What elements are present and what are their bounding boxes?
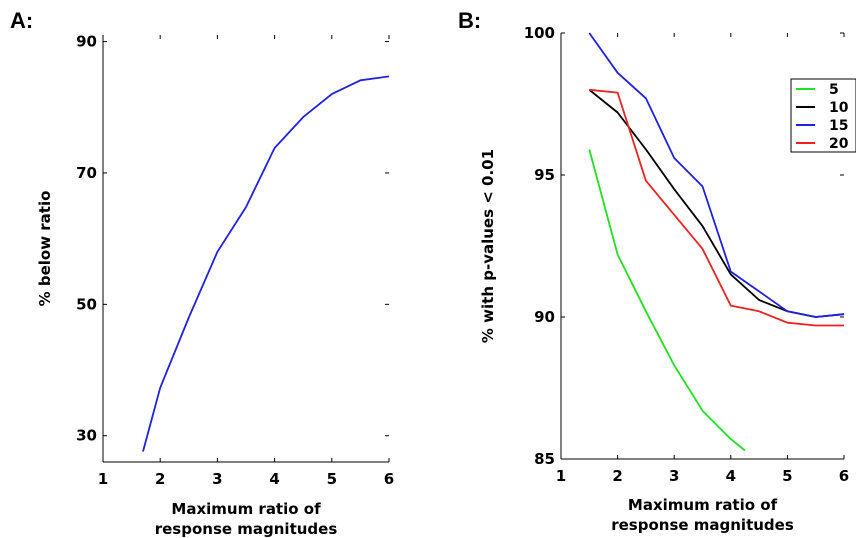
chart-a: 1 2 3 4 5 6 30 50 70 90 Maximum ratio of response m… [36,33,394,538]
chart-b-x-tick-label: 3 [669,467,679,485]
panel-letter-a: A: [10,8,33,33]
chart-a-y-tick-label: 70 [76,164,97,182]
chart-b-y-tick-label: 95 [534,166,555,184]
chart-b: 1 2 3 4 5 6 85 90 95 100 Maximum ratio of response … [479,24,856,534]
chart-b-x-tick-label: 4 [726,467,736,485]
chart-b-x-tick-label: 5 [782,467,792,485]
chart-a-x-tick-label: 6 [384,470,394,488]
chart-a-series-line-0 [142,75,390,452]
chart-a-y-axis-title: % below ratio [36,191,54,307]
chart-b-x-axis-title-line1: Maximum ratio of [628,496,778,514]
chart-b-series-line-5 [588,149,746,452]
chart-b-legend-label: 15 [829,118,848,134]
chart-b-legend-label: 10 [829,100,849,116]
chart-a-x-axis-title-line2: response magnitudes [155,520,338,538]
chart-b-series-line-20 [589,88,844,327]
chart-b-y-axis-title: % with p-values < 0.01 [479,149,497,343]
chart-b-y-tick-label: 90 [534,308,555,326]
chart-a-x-tick-label: 2 [155,470,165,488]
chart-b-y-tick-label: 100 [524,24,555,42]
chart-a-x-axis-title-line1: Maximum ratio of [171,500,321,518]
chart-b-y-tick-label: 85 [534,450,555,468]
chart-a-x-tick-label: 4 [269,470,279,488]
chart-b-series-line-15 [588,32,845,318]
chart-b-x-axis-title-line2: response magnitudes [611,516,794,534]
chart-a-x-tick-label: 1 [98,470,108,488]
chart-b-x-tick-label: 6 [839,467,849,485]
chart-b-x-tick-label: 1 [556,467,566,485]
chart-b-legend-label: 5 [829,82,839,98]
chart-b-legend: 5 10 15 20 [790,78,856,153]
panel-letter-b: B: [458,8,481,33]
chart-a-y-tick-label: 50 [76,295,97,313]
chart-b-x-tick-label: 2 [612,467,622,485]
chart-b-legend-box [790,78,856,153]
chart-a-y-tick-label: 30 [76,427,97,445]
chart-a-x-tick-label: 5 [327,470,337,488]
chart-a-y-tick-label: 90 [76,33,97,51]
chart-a-x-tick-label: 3 [212,470,222,488]
chart-b-legend-label: 20 [829,136,849,152]
